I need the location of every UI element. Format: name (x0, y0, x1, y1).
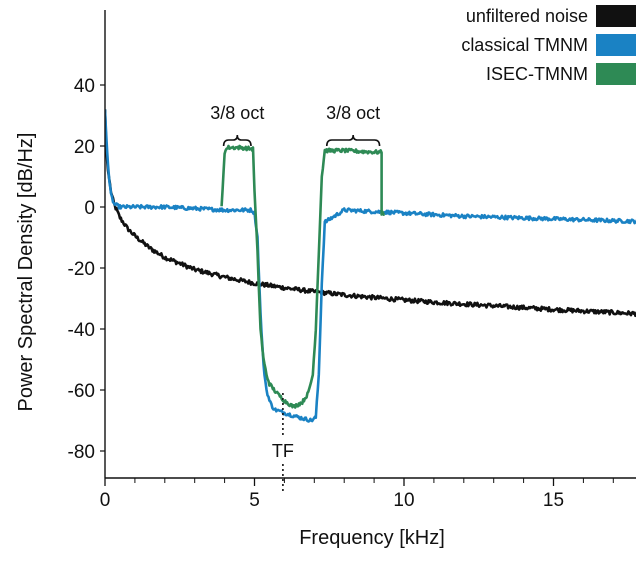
y-tick-label: -60 (68, 381, 95, 402)
plot-area (105, 109, 636, 423)
y-axis: 40 20 0 -20 -40 -60 -80 (68, 10, 106, 478)
legend-swatch (596, 5, 636, 27)
y-tick-label: 20 (74, 137, 95, 158)
legend-swatch (596, 34, 636, 56)
annotations: 3/8 oct 3/8 oct TF (210, 103, 381, 494)
y-tick-label: 0 (84, 198, 95, 219)
y-tick-label: -40 (68, 320, 95, 341)
y-axis-title: Power Spectral Density [dB/Hz] (15, 133, 37, 412)
y-tick-label: -80 (68, 442, 95, 463)
x-axis-title: Frequency [kHz] (299, 527, 445, 549)
octave-bracket-label: 3/8 oct (326, 103, 380, 123)
x-tick-label: 5 (249, 490, 260, 511)
tf-label: TF (272, 441, 294, 461)
series-line-2 (220, 144, 386, 409)
x-tick-label: 15 (543, 490, 564, 511)
octave-bracket-label: 3/8 oct (210, 103, 264, 123)
x-tick-label: 10 (393, 490, 414, 511)
legend-swatch (596, 63, 636, 85)
legend-label: ISEC-TMNM (486, 64, 588, 84)
series-line-1 (105, 109, 636, 423)
legend-label: classical TMNM (461, 35, 588, 55)
x-axis: 0 5 10 15 (100, 477, 636, 511)
y-tick-label: -20 (68, 259, 95, 280)
legend: unfiltered noise classical TMNM ISEC-TMNM (461, 5, 636, 85)
octave-bracket (325, 134, 381, 147)
legend-label: unfiltered noise (466, 6, 588, 26)
series-line-0 (105, 109, 636, 318)
y-tick-label: 40 (74, 76, 95, 97)
octave-bracket (222, 134, 252, 147)
x-tick-label: 0 (100, 490, 111, 511)
